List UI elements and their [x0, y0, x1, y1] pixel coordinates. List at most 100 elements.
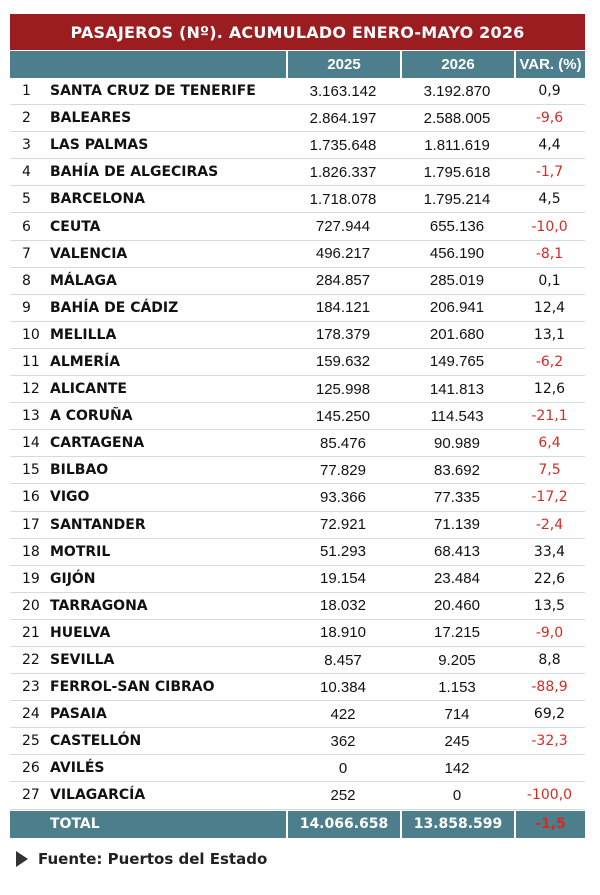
row-port-name: SEVILLA [50, 652, 115, 669]
row-value-2025: 18.032 [320, 597, 366, 615]
row-value-2025: 1.735.648 [309, 136, 377, 154]
table-row: 5 BARCELONA 1.718.078 1.795.214 4,5 [10, 186, 585, 214]
row-port-name: TARRAGONA [50, 597, 148, 614]
row-rank: 3 [22, 137, 31, 154]
row-variation: 0,9 [538, 83, 561, 100]
row-variation: 22,6 [533, 570, 566, 587]
row-rank: 11 [22, 353, 40, 370]
row-port-name: A CORUÑA [50, 408, 133, 425]
table-row: 25 CASTELLÓN 362 245 -32,3 [10, 728, 585, 756]
row-value-2026: 285.019 [429, 272, 485, 290]
table-row: 12 ALICANTE 125.998 141.813 12,6 [10, 376, 585, 404]
row-value-2026: 3.192.870 [423, 82, 491, 100]
table-row: 15 BILBAO 77.829 83.692 7,5 [10, 457, 585, 485]
row-value-2025: 93.366 [320, 488, 366, 506]
row-variation: -21,1 [531, 408, 568, 425]
table-row: 13 A CORUÑA 145.250 114.543 -21,1 [10, 403, 585, 431]
row-variation: 4,5 [538, 191, 561, 208]
row-rank: 27 [22, 787, 40, 804]
row-rank: 1 [22, 83, 31, 100]
row-value-2026: 68.413 [434, 543, 480, 561]
row-variation: -17,2 [531, 489, 568, 506]
row-port-name: SANTA CRUZ DE TENERIFE [50, 83, 256, 100]
row-value-2025: 184.121 [315, 299, 371, 317]
row-variation: 12,4 [533, 299, 566, 316]
row-rank: 21 [22, 624, 40, 641]
row-rank: 18 [22, 543, 40, 560]
row-value-2025: 496.217 [315, 245, 371, 263]
row-value-2025: 51.293 [320, 543, 366, 561]
table-row: 16 VIGO 93.366 77.335 -17,2 [10, 484, 585, 512]
row-value-2026: 17.215 [434, 624, 480, 642]
row-value-2026: 206.941 [429, 299, 485, 317]
total-2025: 14.066.658 [286, 810, 400, 838]
row-rank: 20 [22, 597, 40, 614]
row-port-name: VILAGARCÍA [50, 787, 146, 804]
row-variation: -100,0 [526, 787, 573, 804]
row-port-name: VIGO [50, 489, 90, 506]
row-variation: -32,3 [531, 733, 568, 750]
row-rank: 19 [22, 570, 40, 587]
row-value-2026: 1.811.619 [424, 136, 490, 154]
table-title: PASAJEROS (Nº). ACUMULADO ENERO-MAYO 202… [10, 14, 585, 50]
row-port-name: AVILÉS [50, 760, 105, 777]
table-row: 20 TARRAGONA 18.032 20.460 13,5 [10, 593, 585, 620]
table-body: 1 SANTA CRUZ DE TENERIFE 3.163.142 3.192.87… [10, 78, 585, 810]
row-port-name: MOTRIL [50, 543, 111, 560]
passenger-table: PASAJEROS (Nº). ACUMULADO ENERO-MAYO 202… [10, 14, 585, 838]
row-value-2026: 1.795.214 [423, 190, 491, 208]
row-value-2025: 125.998 [315, 380, 371, 398]
row-port-name: SANTANDER [50, 516, 146, 533]
row-port-name: VALENCIA [50, 245, 128, 262]
row-variation: 13,1 [533, 326, 566, 343]
row-value-2025: 77.829 [320, 461, 366, 479]
row-port-name: ALMERÍA [50, 353, 121, 370]
table-row: 23 FERROL-SAN CIBRAO 10.384 1.153 -88,9 [10, 674, 585, 702]
row-value-2025: 19.154 [320, 570, 366, 588]
row-value-2026: 23.484 [434, 570, 480, 588]
row-value-2025: 2.864.197 [309, 109, 377, 127]
row-value-2025: 727.944 [315, 218, 371, 236]
row-value-2025: 1.718.078 [309, 190, 377, 208]
row-value-2026: 77.335 [434, 488, 480, 506]
row-value-2026: 0 [452, 786, 462, 804]
row-variation: -10,0 [531, 218, 568, 235]
row-value-2026: 655.136 [429, 218, 485, 236]
table-row: 24 PASAIA 422 714 69,2 [10, 701, 585, 729]
row-value-2026: 83.692 [434, 461, 480, 479]
table-row: 18 MOTRIL 51.293 68.413 33,4 [10, 539, 585, 566]
row-value-2026: 201.680 [429, 326, 485, 344]
table-row: 8 MÁLAGA 284.857 285.019 0,1 [10, 268, 585, 295]
table-row: 21 HUELVA 18.910 17.215 -9,0 [10, 620, 585, 647]
row-value-2025: 8.457 [324, 651, 362, 669]
row-rank: 8 [22, 272, 31, 289]
row-value-2025: 10.384 [320, 678, 366, 696]
row-port-name: MÁLAGA [50, 272, 117, 289]
row-variation: -9,0 [535, 624, 564, 641]
row-port-name: CASTELLÓN [50, 733, 142, 750]
table-row: 11 ALMERÍA 159.632 149.765 -6,2 [10, 349, 585, 377]
row-variation: 8,8 [538, 652, 561, 669]
row-port-name: PASAIA [50, 706, 107, 723]
row-variation: 33,4 [533, 543, 566, 560]
triangle-right-icon [16, 851, 28, 867]
row-rank: 15 [22, 462, 40, 479]
total-2026: 13.858.599 [400, 810, 514, 838]
table-row: 4 BAHÍA DE ALGECIRAS 1.826.337 1.795.618 -1,… [10, 159, 585, 187]
row-variation [514, 755, 585, 781]
row-value-2026: 71.139 [434, 516, 480, 534]
row-rank: 24 [22, 706, 40, 723]
row-variation: 12,6 [533, 381, 566, 398]
row-port-name: BARCELONA [50, 191, 145, 208]
row-rank: 23 [22, 679, 40, 696]
row-value-2026: 1.153 [438, 678, 476, 696]
row-rank: 12 [22, 381, 40, 398]
total-row: TOTAL 14.066.658 13.858.599 -1,5 [10, 810, 585, 838]
row-rank: 13 [22, 408, 40, 425]
total-variation: -1,5 [514, 810, 585, 838]
row-value-2025: 362 [330, 732, 356, 750]
table-row: 10 MELILLA 178.379 201.680 13,1 [10, 322, 585, 349]
table-row: 19 GIJÓN 19.154 23.484 22,6 [10, 566, 585, 593]
row-port-name: MELILLA [50, 326, 117, 343]
row-port-name: BILBAO [50, 462, 109, 479]
